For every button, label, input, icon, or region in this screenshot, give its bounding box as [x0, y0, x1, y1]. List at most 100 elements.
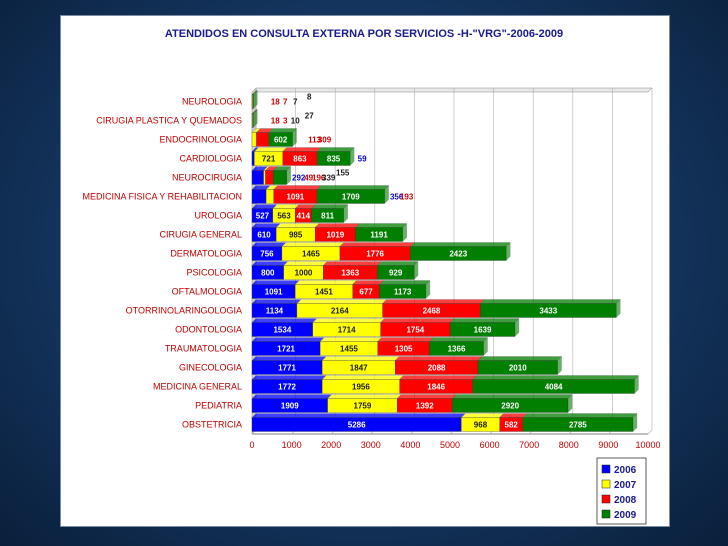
category-label: OFTALMOLOGIA — [172, 287, 242, 297]
data-label: 1000 — [295, 269, 313, 278]
data-label: 2164 — [331, 307, 349, 316]
bar-top-face — [394, 356, 483, 361]
bar-top-face — [321, 356, 400, 361]
data-label: 59 — [358, 155, 367, 164]
data-label: 339 — [322, 174, 336, 183]
category-label: CIRUGIA PLASTICA Y QUEMADOS — [96, 116, 242, 126]
bar-side-face — [343, 204, 348, 223]
bar-top-face — [522, 413, 638, 418]
bar-segment — [251, 151, 255, 166]
bar-top-face — [376, 261, 419, 266]
x-tick-label: 0 — [249, 440, 254, 450]
bar-side-face — [253, 90, 258, 109]
bar-top-face — [314, 223, 360, 228]
x-tick-label: 6000 — [480, 440, 500, 450]
data-label: 677 — [359, 288, 373, 297]
plot-top-edge — [251, 87, 653, 93]
bar-segment — [251, 170, 264, 185]
bar-side-face — [253, 109, 258, 128]
bar-segment — [251, 189, 267, 204]
bar-side-face — [632, 413, 638, 432]
category-label: MEDICINA GENERAL — [153, 382, 242, 392]
x-tick-label: 2000 — [321, 440, 341, 450]
data-label: 2785 — [569, 421, 587, 430]
x-tick-label: 5000 — [440, 440, 460, 450]
category-label: DERMATOLOGIA — [170, 249, 242, 259]
bar-top-face — [339, 242, 415, 247]
data-label: 527 — [256, 212, 270, 221]
data-label: 1956 — [352, 383, 370, 392]
legend-label: 2006 — [614, 465, 637, 476]
data-label: 721 — [262, 155, 276, 164]
bar-side-face — [557, 356, 562, 375]
data-label: 968 — [474, 421, 488, 430]
bar-top-face — [251, 242, 287, 247]
category-label: UROLOGIA — [194, 211, 242, 221]
data-label: 1465 — [302, 250, 320, 259]
bar-top-face — [429, 337, 488, 342]
data-label: 985 — [289, 231, 303, 240]
data-label: 2920 — [501, 402, 519, 411]
data-label: 1366 — [448, 345, 466, 354]
data-label: 1392 — [416, 402, 434, 411]
bar-top-face — [273, 185, 322, 190]
data-label: 1771 — [278, 364, 296, 373]
gridline-floor — [647, 429, 653, 435]
bar-top-face — [251, 318, 318, 323]
bar-top-face — [251, 261, 289, 266]
data-label: 1776 — [366, 250, 384, 259]
data-label: 5286 — [348, 421, 366, 430]
category-label: MEDICINA FISICA Y REHABILITACION — [82, 192, 242, 202]
bar-top-face — [316, 147, 355, 152]
x-tick-label: 4000 — [400, 440, 420, 450]
category-label: NEUROLOGIA — [182, 97, 242, 107]
bar-top-face — [321, 375, 404, 380]
bar-top-face — [253, 147, 288, 152]
data-label: 414 — [297, 212, 311, 221]
bar-top-face — [294, 280, 358, 285]
bar-top-face — [399, 375, 478, 380]
bar-top-face — [251, 394, 332, 399]
bar-segment — [251, 132, 257, 147]
data-label: 49 — [304, 174, 313, 183]
bar-top-face — [477, 356, 562, 361]
x-tick-label: 7000 — [519, 440, 539, 450]
data-label-extra: 27 — [305, 112, 314, 121]
bar-top-face — [283, 261, 328, 266]
data-label: 610 — [257, 231, 271, 240]
bar-top-face — [251, 413, 466, 418]
data-label: 196 — [312, 174, 326, 183]
data-label: 3 — [283, 117, 288, 126]
bar-top-face — [382, 299, 485, 304]
data-label: 1091 — [265, 288, 283, 297]
category-label: TRAUMATOLOGIA — [165, 344, 242, 354]
bar-side-face — [384, 185, 389, 204]
bar-top-face — [449, 318, 520, 323]
bar-top-face — [377, 337, 434, 342]
bar-side-face — [634, 375, 639, 394]
x-tick-label: 9000 — [598, 440, 618, 450]
legend-label: 2008 — [614, 495, 637, 506]
data-label: 1191 — [370, 231, 388, 240]
data-label: 356 — [390, 193, 404, 202]
bar-top-face — [251, 280, 300, 285]
data-label: 1451 — [315, 288, 333, 297]
x-tick-label: 10000 — [635, 440, 660, 450]
bar-side-face — [483, 337, 488, 356]
bar-top-face — [311, 204, 349, 209]
data-label: 929 — [389, 269, 403, 278]
data-label: 863 — [293, 155, 307, 164]
bar-top-face — [452, 394, 573, 399]
data-label: 1759 — [354, 402, 372, 411]
bar-side-face — [286, 166, 291, 185]
bar-side-face — [567, 394, 573, 413]
bar-top-face — [380, 318, 455, 323]
bar-segment — [263, 170, 266, 185]
bar-segment — [256, 132, 269, 147]
data-label: 7 — [283, 98, 288, 107]
data-label: 193 — [400, 193, 414, 202]
bar-top-face — [268, 128, 297, 133]
bar-segment — [265, 189, 274, 204]
category-label: PSICOLOGIA — [186, 268, 242, 278]
bar-segment — [265, 170, 274, 185]
